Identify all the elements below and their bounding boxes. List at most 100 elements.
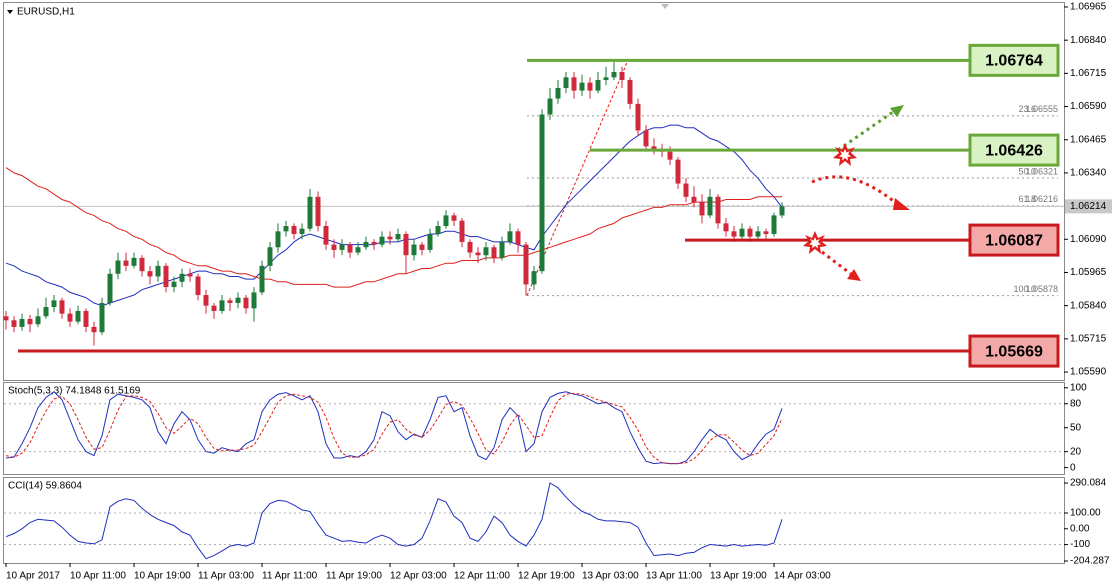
candle-body	[595, 79, 601, 91]
candle-body	[107, 273, 113, 304]
cci-title: CCI(14) 59.8604	[8, 481, 82, 492]
side-arrowhead	[893, 198, 910, 210]
candle-body	[667, 151, 673, 160]
candle-body	[139, 257, 145, 272]
key-level-box	[968, 133, 1060, 167]
x-tick-label: 11 Apr 11:00	[262, 571, 318, 582]
candle-body	[723, 223, 729, 232]
series-line	[5, 391, 783, 465]
candle-body	[403, 233, 409, 256]
candle-body	[523, 244, 529, 285]
candle-body	[179, 273, 185, 282]
symbol-menu-arrow[interactable]	[7, 10, 13, 14]
candle-body	[699, 202, 705, 216]
y-tick-label: 290.084	[1070, 478, 1107, 489]
y-tick-label: 50	[1070, 422, 1082, 433]
candle-body	[675, 159, 681, 184]
candle-body	[419, 244, 425, 250]
candle-body	[43, 306, 49, 317]
y-tick-label: 1.05965	[1070, 267, 1107, 278]
annotations	[803, 105, 910, 281]
candle-body	[515, 231, 521, 245]
candle-body	[619, 72, 625, 80]
candle-body	[219, 300, 225, 311]
key-level-box	[968, 223, 1060, 257]
candle-body	[83, 310, 89, 327]
candle-body	[251, 292, 257, 309]
candle-body	[355, 247, 361, 253]
candle-body	[627, 79, 633, 104]
candle-body	[115, 260, 121, 274]
candle-body	[547, 98, 553, 115]
y-tick-label: 1.05715	[1070, 333, 1107, 344]
candle-body	[771, 215, 777, 234]
side-arrow	[811, 175, 898, 206]
candle-body	[579, 82, 585, 91]
candle-body	[443, 215, 449, 227]
candle-body	[739, 228, 745, 237]
x-tick-label: 13 Apr 11:00	[646, 571, 702, 582]
series-line	[5, 392, 783, 465]
candle-body	[35, 316, 41, 325]
series-line	[5, 167, 782, 288]
y-tick-label: 1.06840	[1070, 35, 1107, 46]
fib-value-label: 1.05878	[1025, 284, 1058, 294]
y-tick-label: 0	[1070, 462, 1076, 473]
breakdown-star	[803, 231, 827, 254]
breakout-star	[833, 143, 857, 166]
candle-body	[291, 226, 297, 234]
x-tick-label: 12 Apr 03:00	[390, 571, 447, 582]
candle-body	[587, 82, 593, 91]
candle-body	[467, 241, 473, 253]
y-tick-label: 1.05840	[1070, 300, 1107, 311]
candle-body	[331, 244, 337, 250]
candle-body	[635, 103, 641, 131]
plot-layer: 1.06965 1.06840 1.06715 1.06590 1.06465 1.063…	[3, 2, 1112, 582]
key-level-box	[968, 43, 1060, 77]
x-tick-label: 10 Apr 2017	[6, 571, 60, 582]
down-arrow	[821, 250, 852, 276]
star-inner	[839, 149, 851, 161]
candle-body	[315, 196, 321, 227]
candle-body	[499, 241, 505, 258]
y-tick-label: 1.06715	[1070, 68, 1107, 79]
candle-body	[531, 271, 537, 285]
candle-body	[611, 72, 617, 78]
candle-body	[203, 295, 209, 306]
candle-body	[387, 236, 393, 240]
candle-body	[275, 231, 281, 248]
candle-body	[563, 77, 569, 88]
candle-body	[131, 257, 137, 266]
candle-body	[155, 265, 161, 277]
candle-body	[451, 215, 457, 221]
candle-body	[571, 77, 577, 91]
key-level-label: 1.05669	[985, 343, 1043, 360]
candle-body	[347, 244, 353, 253]
candle-body	[491, 247, 497, 258]
candle-body	[91, 326, 97, 333]
candle-body	[755, 231, 761, 237]
candle-body	[171, 281, 177, 288]
candle-body	[555, 87, 561, 99]
chart-title: EURUSD,H1	[17, 7, 75, 18]
candle-body	[323, 226, 329, 245]
x-tick-label: 12 Apr 11:00	[454, 571, 510, 582]
candle-body	[651, 146, 657, 150]
candle-body	[707, 196, 713, 216]
key-level-label: 1.06764	[985, 53, 1043, 70]
fib-value-label: 1.06555	[1025, 104, 1058, 114]
y-tick-label: 100	[1070, 382, 1087, 393]
x-tick-label: 14 Apr 03:00	[774, 571, 831, 582]
candle-body	[715, 196, 721, 224]
candle-body	[67, 313, 73, 322]
x-tick-label: 13 Apr 03:00	[582, 571, 639, 582]
candle-body	[147, 271, 153, 277]
candle-body	[539, 114, 545, 272]
current-price-box	[1065, 199, 1112, 214]
candle-body	[683, 183, 689, 197]
candle-body	[259, 265, 265, 293]
y-tick-label: 80	[1070, 398, 1082, 409]
candle-body	[435, 226, 441, 234]
candle-body	[59, 300, 65, 314]
candle-body	[731, 231, 737, 237]
